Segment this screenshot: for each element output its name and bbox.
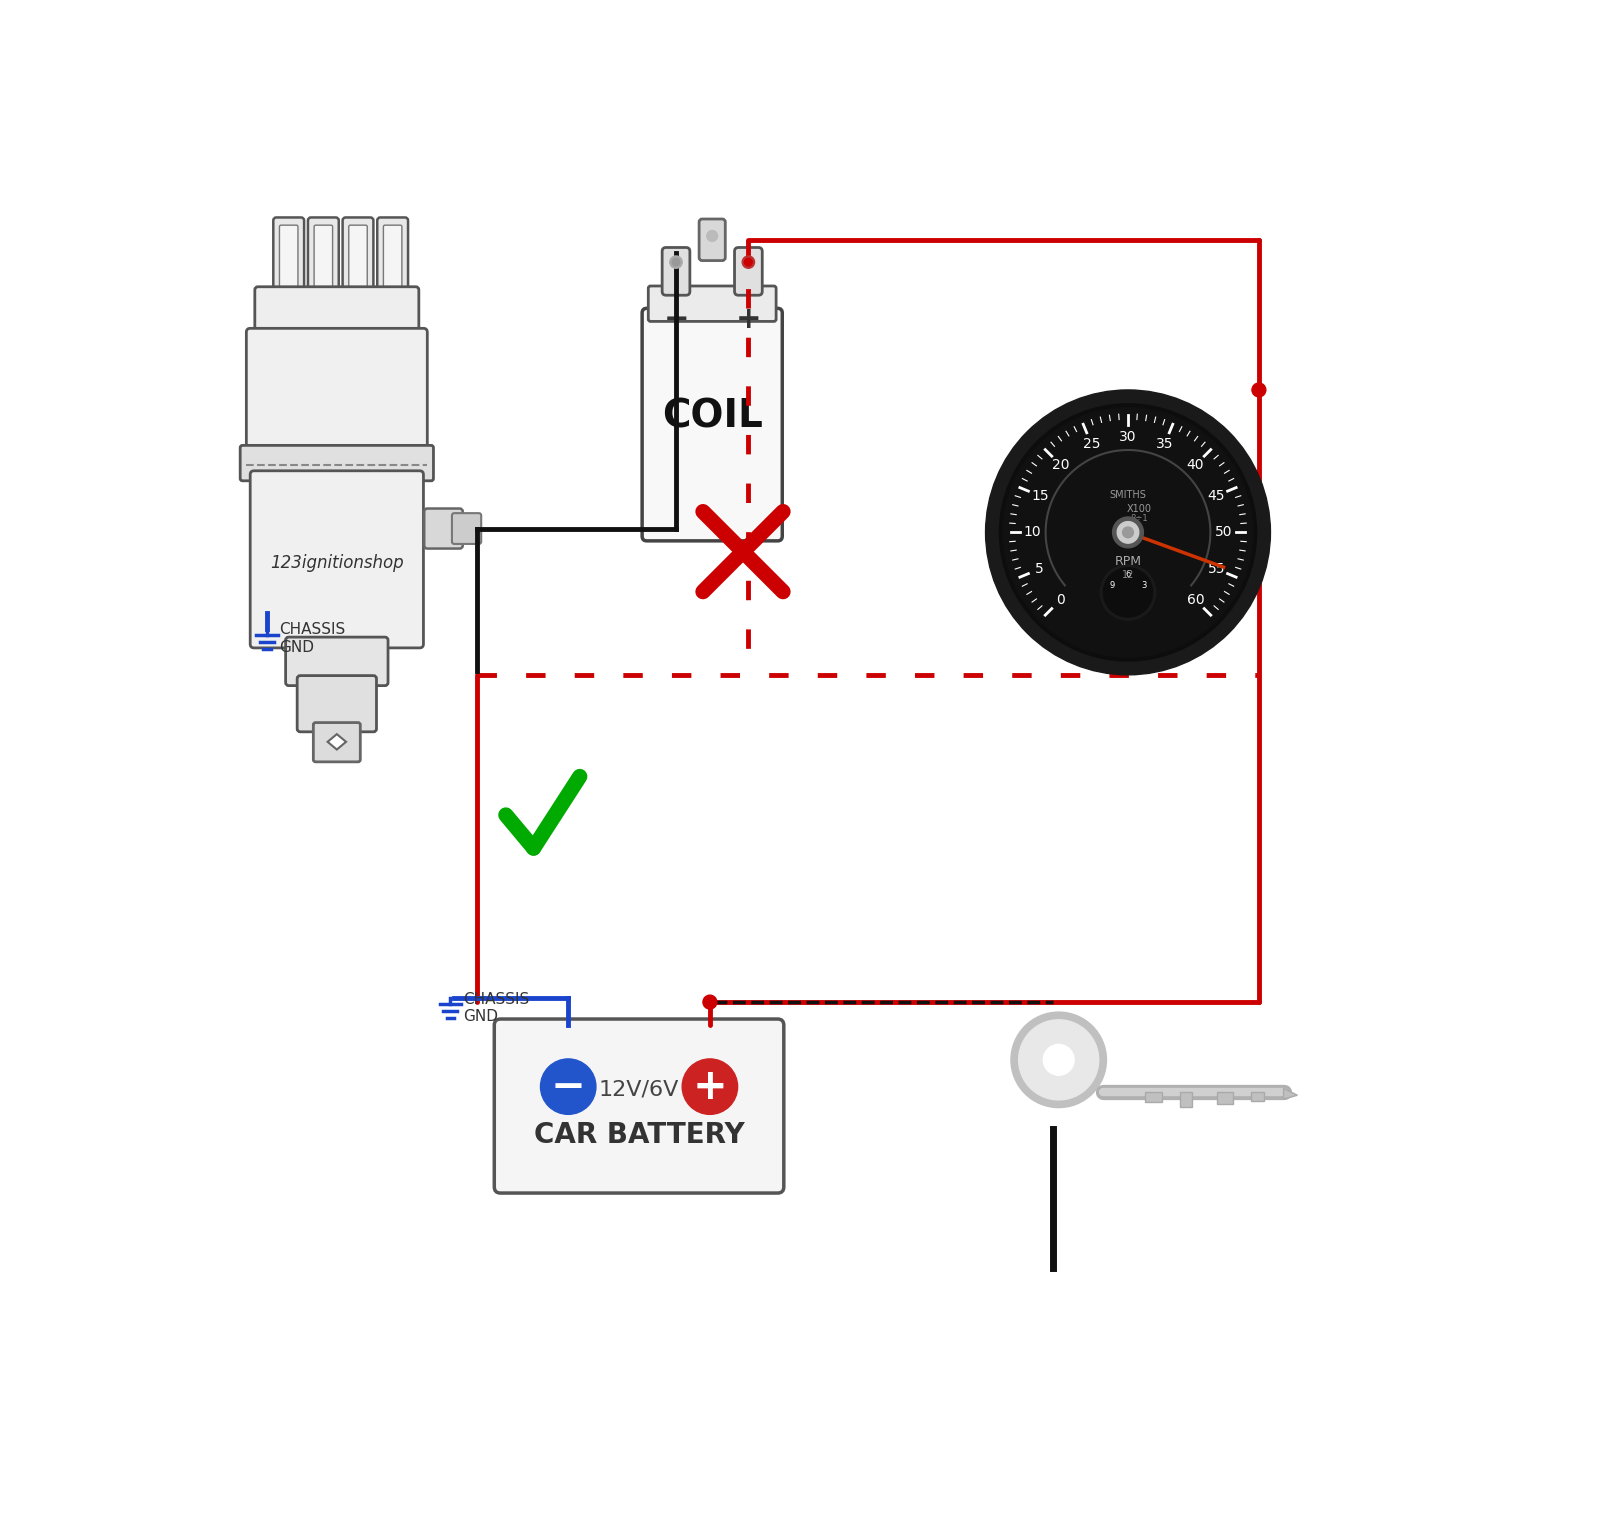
Circle shape xyxy=(541,1059,595,1115)
Text: 123ignitionshop: 123ignitionshop xyxy=(270,554,403,572)
Text: SMITHS: SMITHS xyxy=(1109,490,1147,501)
FancyBboxPatch shape xyxy=(280,225,298,290)
Text: 8÷1: 8÷1 xyxy=(1131,514,1149,523)
FancyBboxPatch shape xyxy=(286,637,389,686)
FancyBboxPatch shape xyxy=(662,247,690,296)
Circle shape xyxy=(702,995,717,1009)
Polygon shape xyxy=(1283,1088,1298,1100)
FancyBboxPatch shape xyxy=(298,675,376,731)
FancyBboxPatch shape xyxy=(314,225,333,290)
FancyBboxPatch shape xyxy=(1251,1092,1264,1101)
Circle shape xyxy=(672,258,680,265)
Circle shape xyxy=(1104,567,1152,617)
Text: 15: 15 xyxy=(1030,488,1048,502)
FancyBboxPatch shape xyxy=(274,217,304,300)
Text: 6: 6 xyxy=(1125,570,1131,579)
Circle shape xyxy=(742,256,755,269)
FancyBboxPatch shape xyxy=(246,328,427,460)
Circle shape xyxy=(986,390,1270,675)
Text: 10: 10 xyxy=(1024,525,1042,540)
Circle shape xyxy=(1019,1019,1099,1100)
Circle shape xyxy=(1043,1044,1074,1076)
FancyBboxPatch shape xyxy=(254,287,419,340)
FancyBboxPatch shape xyxy=(648,287,776,322)
Text: 20: 20 xyxy=(1051,458,1069,472)
Text: 35: 35 xyxy=(1155,437,1173,451)
Circle shape xyxy=(1112,517,1144,548)
FancyBboxPatch shape xyxy=(349,225,368,290)
FancyBboxPatch shape xyxy=(494,1019,784,1192)
Text: COIL: COIL xyxy=(662,397,763,435)
FancyBboxPatch shape xyxy=(1216,1092,1234,1104)
FancyBboxPatch shape xyxy=(734,247,762,296)
Text: 25: 25 xyxy=(1083,437,1101,451)
Circle shape xyxy=(1251,382,1266,397)
Text: RPM: RPM xyxy=(1115,555,1141,569)
Circle shape xyxy=(707,231,717,241)
Text: 0: 0 xyxy=(1056,593,1066,607)
Circle shape xyxy=(1117,522,1139,543)
Text: 40: 40 xyxy=(1187,458,1205,472)
Circle shape xyxy=(1101,564,1155,620)
Circle shape xyxy=(670,256,682,269)
Text: 45: 45 xyxy=(1208,488,1226,502)
FancyBboxPatch shape xyxy=(1146,1092,1162,1103)
Text: 9: 9 xyxy=(1109,581,1114,590)
Text: CHASSIS
GND: CHASSIS GND xyxy=(462,992,530,1024)
Circle shape xyxy=(1123,526,1133,539)
Text: 12: 12 xyxy=(1122,570,1134,579)
FancyBboxPatch shape xyxy=(342,217,373,300)
Text: 5: 5 xyxy=(1035,561,1045,576)
Text: +: + xyxy=(736,305,762,334)
Text: 3: 3 xyxy=(1142,581,1147,590)
FancyBboxPatch shape xyxy=(384,225,402,290)
FancyBboxPatch shape xyxy=(642,308,782,542)
Circle shape xyxy=(1003,408,1253,657)
FancyBboxPatch shape xyxy=(307,217,339,300)
Circle shape xyxy=(1011,1012,1107,1107)
Text: −: − xyxy=(550,1065,586,1107)
Text: +: + xyxy=(693,1065,728,1107)
FancyBboxPatch shape xyxy=(1179,1092,1192,1107)
FancyBboxPatch shape xyxy=(424,508,462,549)
FancyBboxPatch shape xyxy=(451,513,482,545)
Text: 30: 30 xyxy=(1120,429,1136,444)
FancyBboxPatch shape xyxy=(378,217,408,300)
FancyBboxPatch shape xyxy=(240,446,434,481)
FancyBboxPatch shape xyxy=(699,218,725,261)
Text: 12V/6V: 12V/6V xyxy=(598,1080,680,1100)
Text: 50: 50 xyxy=(1214,525,1232,540)
Text: CAR BATTERY: CAR BATTERY xyxy=(534,1121,744,1150)
Text: CHASSIS
GND: CHASSIS GND xyxy=(280,622,346,655)
Text: −: − xyxy=(664,305,688,334)
Circle shape xyxy=(744,258,752,265)
FancyBboxPatch shape xyxy=(314,722,360,762)
Circle shape xyxy=(1000,404,1256,661)
Text: X100: X100 xyxy=(1126,504,1152,514)
Text: 60: 60 xyxy=(1187,593,1205,607)
Text: 55: 55 xyxy=(1208,561,1226,576)
FancyBboxPatch shape xyxy=(250,470,424,648)
Circle shape xyxy=(682,1059,738,1115)
Polygon shape xyxy=(328,734,346,749)
